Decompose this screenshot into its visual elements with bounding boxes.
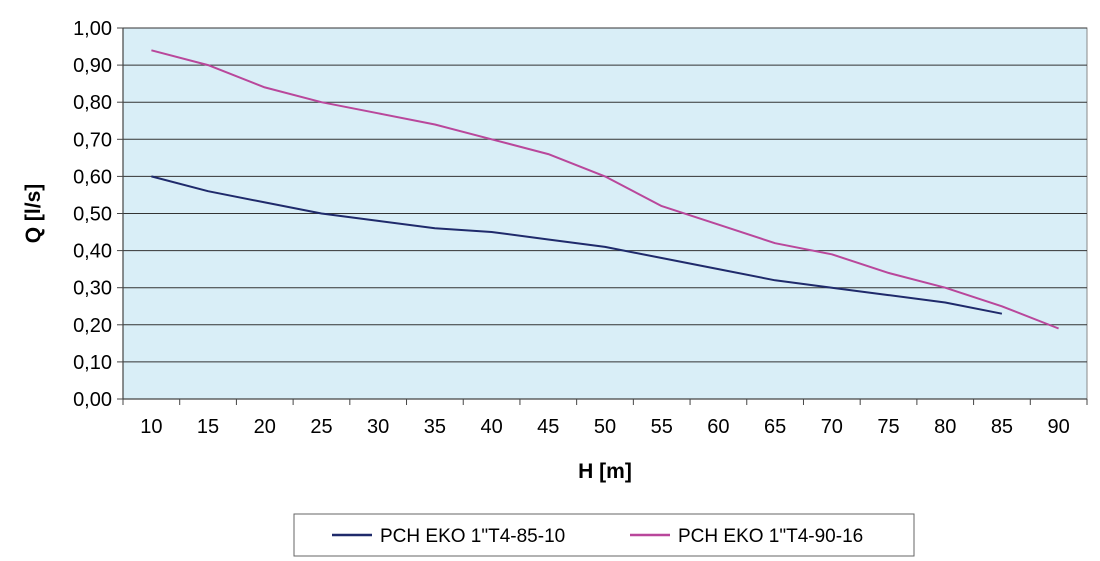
legend: PCH EKO 1"T4-85-10 PCH EKO 1"T4-90-16 bbox=[293, 513, 915, 557]
series-line-1 bbox=[151, 175, 1003, 315]
x-tick-label: 65 bbox=[764, 416, 786, 438]
x-tick-label: 20 bbox=[254, 416, 276, 438]
x-tick-label: 90 bbox=[1048, 416, 1070, 438]
y-tick-label: 0,30 bbox=[73, 278, 112, 300]
y-tick-label: 0,80 bbox=[73, 92, 112, 114]
y-tick-label: 0,90 bbox=[73, 55, 112, 77]
series-lines bbox=[151, 49, 1059, 330]
x-axis-label: H [m] bbox=[578, 460, 632, 483]
x-tick-label: 40 bbox=[480, 416, 502, 438]
x-tick-label: 70 bbox=[821, 416, 843, 438]
y-tick-label: 0,00 bbox=[73, 389, 112, 411]
x-tick-label: 45 bbox=[537, 416, 559, 438]
x-tick-label: 75 bbox=[877, 416, 899, 438]
y-tick-label: 0,50 bbox=[73, 204, 112, 226]
y-tick-label: 1,00 bbox=[73, 18, 112, 40]
y-tick-label: 0,20 bbox=[73, 315, 112, 337]
x-tick-label: 85 bbox=[991, 416, 1013, 438]
x-tick-labels: 10 15 20 25 30 35 40 45 50 55 60 65 70 75 80 85 90 bbox=[140, 416, 1070, 438]
y-tick-labels: 0,00 0,10 0,20 0,30 0,40 0,50 0,60 0,70 0,80 0,90… bbox=[73, 18, 112, 411]
x-tick-label: 30 bbox=[367, 416, 389, 438]
gridlines bbox=[123, 27, 1087, 363]
legend-label-series-1: PCH EKO 1"T4-85-10 bbox=[380, 526, 565, 547]
x-tick-label: 50 bbox=[594, 416, 616, 438]
axes bbox=[117, 27, 1088, 405]
x-tick-label: 15 bbox=[197, 416, 219, 438]
x-tick-label: 55 bbox=[651, 416, 673, 438]
x-tick-label: 60 bbox=[707, 416, 729, 438]
y-axis-label: Q [l/s] bbox=[22, 184, 45, 244]
legend-box bbox=[293, 513, 915, 557]
series-line-2 bbox=[151, 49, 1059, 330]
y-tick-label: 0,10 bbox=[73, 352, 112, 374]
y-tick-label: 0,60 bbox=[73, 166, 112, 188]
y-tick-label: 0,70 bbox=[73, 129, 112, 151]
x-tick-label: 10 bbox=[140, 416, 162, 438]
x-tick-label: 35 bbox=[424, 416, 446, 438]
y-tick-label: 0,40 bbox=[73, 241, 112, 263]
x-tick-label: 25 bbox=[310, 416, 332, 438]
legend-label-series-2: PCH EKO 1"T4-90-16 bbox=[678, 526, 863, 547]
x-tick-label: 80 bbox=[934, 416, 956, 438]
